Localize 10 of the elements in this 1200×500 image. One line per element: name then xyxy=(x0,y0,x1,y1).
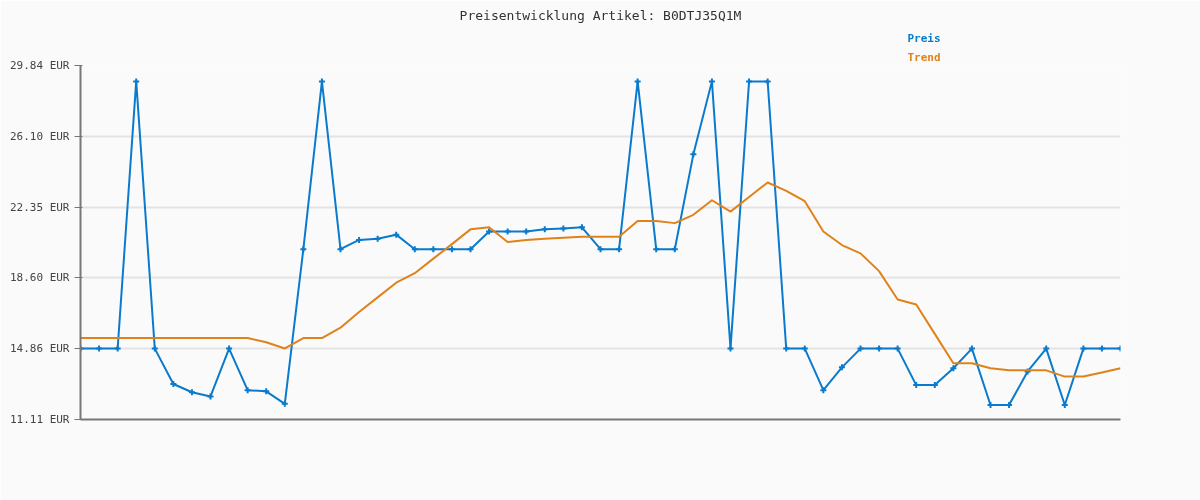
y-tick-label: 18.60 EUR xyxy=(9,271,70,285)
y-tick-label: 26.10 EUR xyxy=(9,129,70,143)
line-series xyxy=(80,181,1121,378)
text: Preis xyxy=(907,31,941,45)
text: Trend xyxy=(907,50,941,64)
y-tick-label: 14.86 EUR xyxy=(9,342,70,356)
y-tick-label: 22.35 EUR xyxy=(9,200,70,214)
chart-title: Preisentwicklung Artikel: B0DTJ35Q1M xyxy=(459,7,742,23)
y-tick-label: 11.11 EUR xyxy=(9,413,70,426)
y-tick-label: 29.84 EUR xyxy=(9,59,70,72)
